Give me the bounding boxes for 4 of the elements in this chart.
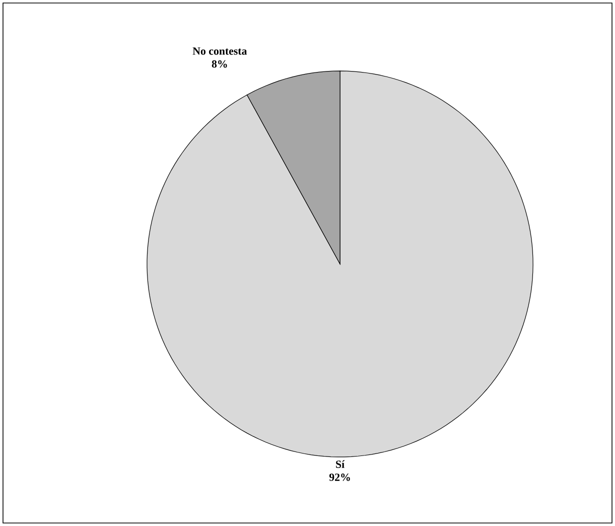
slice-label: Sí [336,460,345,468]
data-label: 92% [329,474,350,481]
slice-label: No contesta [192,47,247,55]
data-label: 8% [212,60,227,68]
